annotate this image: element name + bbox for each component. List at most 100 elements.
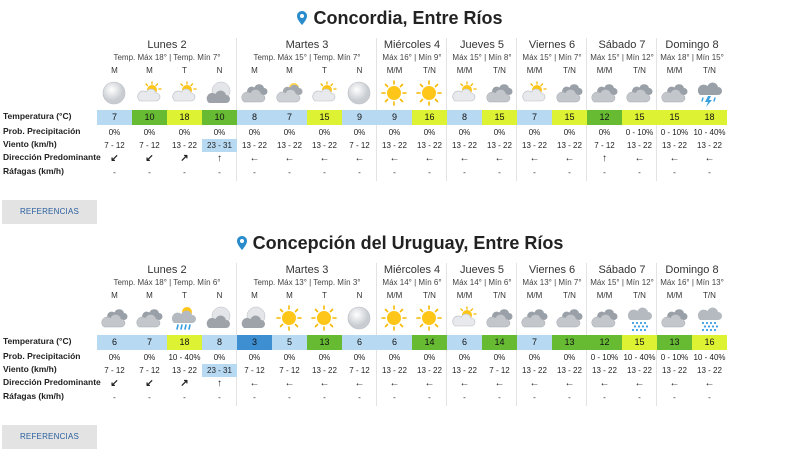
gust-speed: - xyxy=(253,168,256,177)
period-label: T/N xyxy=(423,66,436,75)
day-divider xyxy=(516,38,517,181)
precip-probability: 0% xyxy=(598,128,611,137)
gust-speed: - xyxy=(498,168,501,177)
day-temps: Máx 18° | Mín 15° xyxy=(660,53,724,62)
precip-probability: 0% xyxy=(213,128,226,137)
wind-direction-arrow-icon: ← xyxy=(354,153,365,164)
day-divider xyxy=(446,263,447,406)
sun-icon xyxy=(275,305,303,336)
cloudy-icon xyxy=(625,80,655,111)
row-label-temp: Temperatura (°C) xyxy=(3,111,72,121)
day-divider xyxy=(656,263,657,406)
wind-direction-arrow-icon: ← xyxy=(669,378,680,389)
period-label: M xyxy=(111,291,118,300)
cloudy-icon xyxy=(100,305,130,336)
precip-probability: 0% xyxy=(143,128,156,137)
day-header: Lunes 2 Temp. Máx 18° | Temp. Mín 7° xyxy=(97,38,237,64)
gust-speed: - xyxy=(673,393,676,402)
period-label: M xyxy=(111,66,118,75)
wind-direction-arrow-icon: ← xyxy=(389,378,400,389)
wind-direction-arrow-icon: ↗ xyxy=(180,153,189,164)
precip-probability: 0 - 10% xyxy=(660,128,689,137)
temperature-cell: 12 xyxy=(587,110,622,125)
city-name: Concepción del Uruguay, Entre Ríos xyxy=(252,233,564,253)
precip-probability: 0% xyxy=(423,128,436,137)
partly-sunny-icon xyxy=(450,80,478,111)
period-label: N xyxy=(356,66,363,75)
gust-speed: - xyxy=(218,168,221,177)
gust-speed: - xyxy=(428,393,431,402)
day-header: Martes 3 Temp. Máx 13° | Temp. Mín 3° xyxy=(237,263,377,289)
wind-direction-arrow-icon: ↑ xyxy=(602,153,607,164)
gust-speed: - xyxy=(533,393,536,402)
partly-sunny-icon xyxy=(135,80,163,111)
wind-direction-arrow-icon: ↑ xyxy=(217,153,222,164)
wind-direction-arrow-icon: ← xyxy=(564,378,575,389)
temperature-cell: 18 xyxy=(692,110,727,125)
cloudy-icon xyxy=(555,80,585,111)
precip-probability: 0% xyxy=(563,353,576,362)
wind-direction-arrow-icon: ↗ xyxy=(180,378,189,389)
gust-speed: - xyxy=(568,393,571,402)
day-name: Martes 3 xyxy=(285,264,329,276)
wind-direction-arrow-icon: ↙ xyxy=(110,153,119,164)
day-name: Domingo 8 xyxy=(665,264,719,276)
wind-speed: 7 - 12 xyxy=(279,366,300,375)
wind-direction-arrow-icon: ← xyxy=(669,153,680,164)
day-temps: Máx 14° | Mín 6° xyxy=(452,278,512,287)
day-divider xyxy=(236,38,237,181)
gust-speed: - xyxy=(113,168,116,177)
period-label: T/N xyxy=(423,291,436,300)
temperature-cell: 9 xyxy=(377,110,412,125)
wind-speed: 13 - 22 xyxy=(662,366,687,375)
temperature-cell: 9 xyxy=(342,110,377,125)
temperature-cell: 10 xyxy=(202,110,237,125)
row-label-gust: Ráfagas (km/h) xyxy=(3,391,64,401)
gust-speed: - xyxy=(148,168,151,177)
referencias-button[interactable]: REFERENCIAS xyxy=(2,425,97,449)
precip-probability: 0% xyxy=(178,128,191,137)
gust-speed: - xyxy=(393,393,396,402)
period-label: M xyxy=(251,291,258,300)
precip-probability: 0% xyxy=(108,353,121,362)
period-label: M/M xyxy=(596,66,613,75)
day-name: Martes 3 xyxy=(285,39,329,51)
wind-direction-arrow-icon: ↙ xyxy=(145,378,154,389)
day-temps: Máx 15° | Mín 7° xyxy=(522,53,582,62)
city-title: Concepción del Uruguay, Entre Ríos xyxy=(0,233,800,255)
period-label: T xyxy=(182,291,187,300)
wind-direction-arrow-icon: ← xyxy=(704,378,715,389)
day-divider xyxy=(586,38,587,181)
precip-probability: 0% xyxy=(493,128,506,137)
precip-probability: 0% xyxy=(563,128,576,137)
referencias-button[interactable]: REFERENCIAS xyxy=(2,200,97,224)
precip-probability: 0 - 10% xyxy=(590,353,619,362)
wind-direction-arrow-icon: ↙ xyxy=(110,378,119,389)
period-label: T xyxy=(322,66,327,75)
day-header: Miércoles 4 Máx 14° | Mín 6° xyxy=(377,263,447,289)
forecast-section: Concepción del Uruguay, Entre Ríos Lunes… xyxy=(0,225,800,450)
gust-speed: - xyxy=(428,168,431,177)
wind-speed: 13 - 22 xyxy=(277,141,302,150)
temperature-cell: 18 xyxy=(167,335,202,350)
wind-speed: 7 - 12 xyxy=(349,366,370,375)
full-moon-icon xyxy=(100,80,128,111)
precip-probability: 0% xyxy=(458,128,471,137)
rain-icon xyxy=(625,305,655,338)
wind-speed: 13 - 22 xyxy=(417,366,442,375)
period-label: T/N xyxy=(633,66,646,75)
day-header: Miércoles 4 Máx 16° | Mín 9° xyxy=(377,38,447,64)
wind-direction-arrow-icon: ← xyxy=(319,153,330,164)
gust-speed: - xyxy=(463,393,466,402)
wind-direction-arrow-icon: ← xyxy=(354,378,365,389)
location-pin-icon xyxy=(297,9,308,30)
precip-probability: 0% xyxy=(108,128,121,137)
precip-probability: 10 - 40% xyxy=(623,353,656,362)
day-header: Viernes 6 Máx 13° | Mín 7° xyxy=(517,263,587,289)
precip-probability: 10 - 40% xyxy=(693,128,726,137)
cloudy-icon xyxy=(660,80,690,111)
wind-direction-arrow-icon: ← xyxy=(634,153,645,164)
day-temps: Máx 14° | Mín 6° xyxy=(382,278,442,287)
day-name: Viernes 6 xyxy=(528,264,576,276)
gust-speed: - xyxy=(603,168,606,177)
